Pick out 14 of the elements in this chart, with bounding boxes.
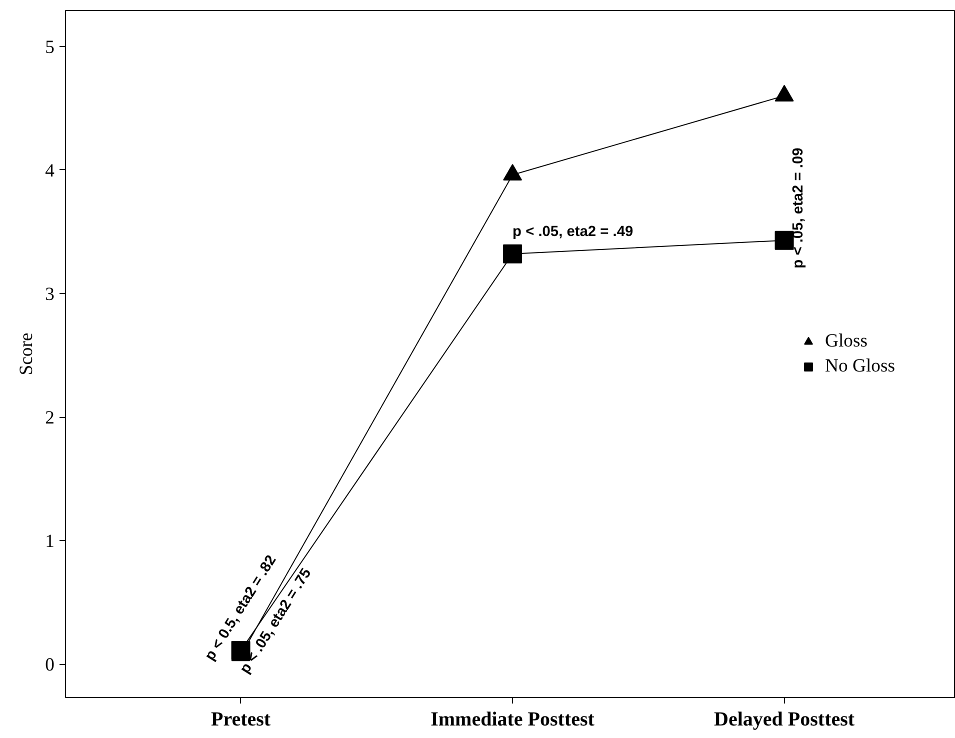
legend-label: Gloss [825, 330, 868, 352]
y-tick-label: 3 [45, 284, 54, 305]
x-tick-label: Immediate Posttest [430, 708, 595, 730]
legend-label: No Gloss [825, 355, 895, 377]
y-tick-label: 4 [45, 160, 56, 182]
x-tick-label: Delayed Posttest [714, 708, 855, 730]
y-tick-label: 0 [45, 654, 54, 676]
x-tick-label: Pretest [210, 708, 271, 730]
y-axis-title: Score [16, 332, 38, 376]
y-tick-label: 1 [45, 531, 54, 552]
y-tick-label: 5 [45, 36, 54, 58]
annotation: p < .05, eta2 = .09 [790, 148, 806, 268]
y-tick-label: 2 [45, 408, 54, 429]
annotation: p < .05, eta2 = .49 [512, 224, 634, 240]
